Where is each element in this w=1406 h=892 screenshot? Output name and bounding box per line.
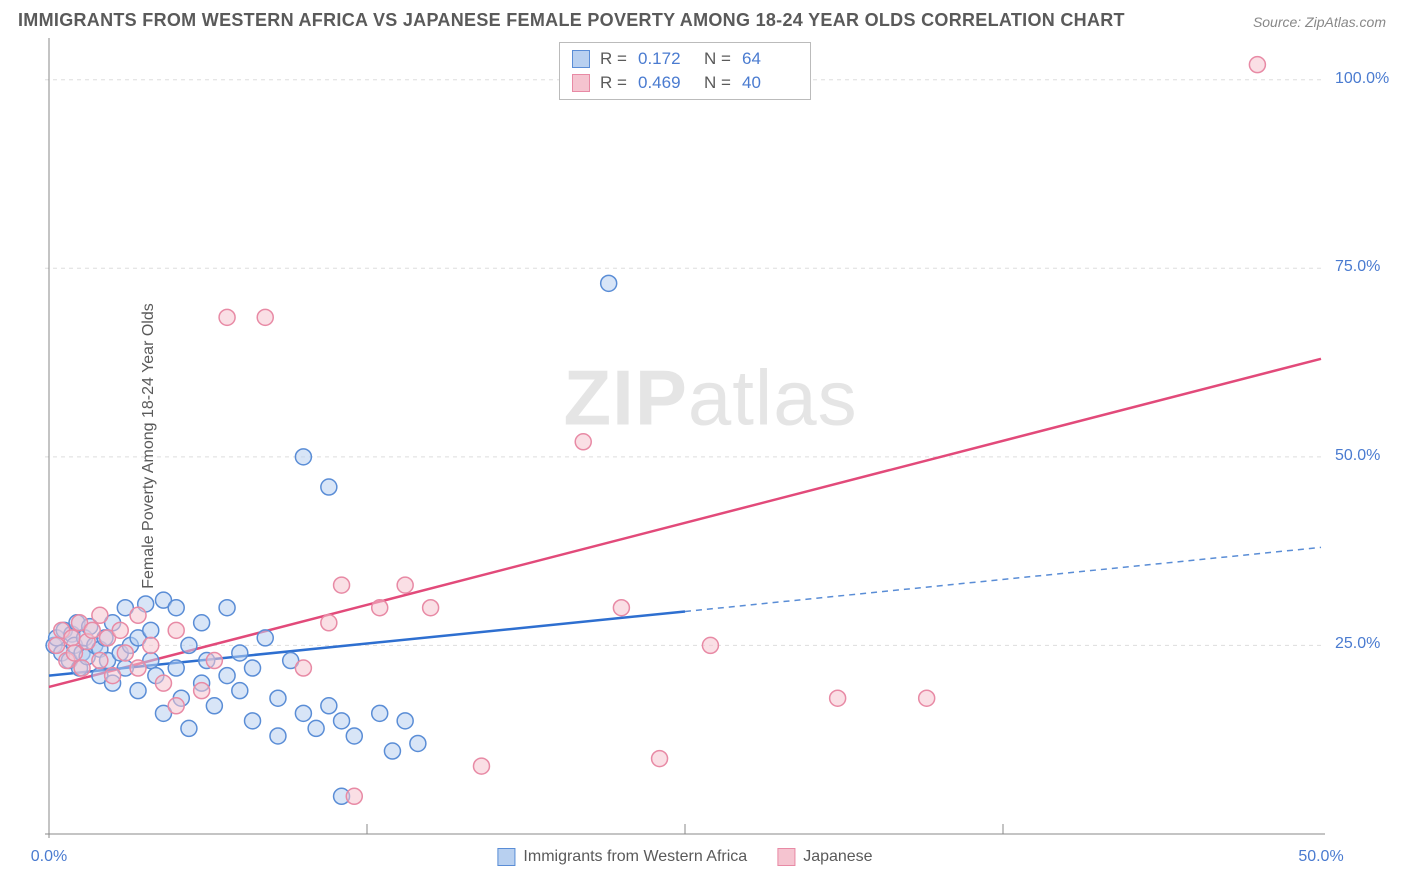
y-tick-label: 100.0%	[1335, 70, 1405, 88]
y-tick-label: 75.0%	[1335, 258, 1405, 276]
legend-item-series2: Japanese	[777, 848, 872, 866]
x-tick-label: 0.0%	[31, 848, 67, 866]
stats-row-series2: R = 0.469 N = 40	[572, 71, 798, 95]
swatch-series2-bottom	[777, 848, 795, 866]
y-tick-label: 50.0%	[1335, 447, 1405, 465]
x-tick-label: 50.0%	[1298, 848, 1343, 866]
r-value-series2: 0.469	[638, 73, 694, 93]
stats-legend: R = 0.172 N = 64 R = 0.469 N = 40	[559, 42, 811, 100]
source-attribution: Source: ZipAtlas.com	[1253, 14, 1386, 30]
swatch-series2	[572, 74, 590, 92]
n-value-series1: 64	[742, 49, 798, 69]
r-value-series1: 0.172	[638, 49, 694, 69]
y-tick-label: 25.0%	[1335, 635, 1405, 653]
n-value-series2: 40	[742, 73, 798, 93]
stats-row-series1: R = 0.172 N = 64	[572, 47, 798, 71]
x-axis-legend: Immigrants from Western Africa Japanese	[497, 848, 872, 866]
swatch-series1-bottom	[497, 848, 515, 866]
plot-svg	[45, 38, 1325, 838]
legend-item-series1: Immigrants from Western Africa	[497, 848, 747, 866]
swatch-series1	[572, 50, 590, 68]
chart-title: IMMIGRANTS FROM WESTERN AFRICA VS JAPANE…	[18, 10, 1125, 31]
scatter-plot: ZIPatlas R = 0.172 N = 64 R = 0.469 N = …	[45, 38, 1325, 838]
